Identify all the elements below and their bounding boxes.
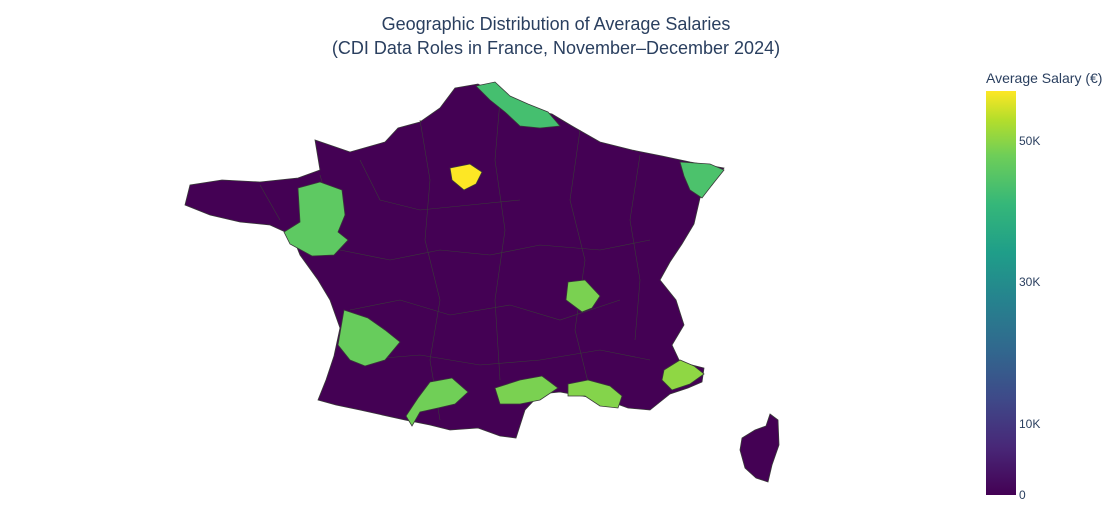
chart-title-line2: (CDI Data Roles in France, November–Dece… [331,38,781,58]
region-brittany[interactable] [283,181,349,257]
colorbar-tick-label: 0 [1019,488,1026,502]
corsica[interactable] [739,413,780,483]
region-haute-garonne[interactable] [405,377,469,427]
region-paris[interactable] [449,163,483,191]
colorbar-tick-label: 30K [1019,275,1041,290]
region-rhone[interactable] [565,279,601,313]
highlighted-regions [283,81,725,427]
region-herault[interactable] [494,375,559,405]
colorbar [986,91,1016,495]
colorbar-tick-label: 10K [1019,417,1041,432]
region-bouches-du-rhone[interactable] [567,379,623,409]
colorbar-title: Average Salary (€) [986,70,1103,86]
chart-title: Geographic Distribution of Average Salar… [0,12,1112,60]
department-borders [259,99,651,421]
chart-title-line1: Geographic Distribution of Average Salar… [381,14,731,34]
region-alsace[interactable] [679,161,725,199]
region-gironde[interactable] [337,309,401,367]
region-nord[interactable] [475,81,561,129]
region-alpes-maritimes[interactable] [661,359,705,391]
colorbar-tick-label: 50K [1019,133,1041,148]
